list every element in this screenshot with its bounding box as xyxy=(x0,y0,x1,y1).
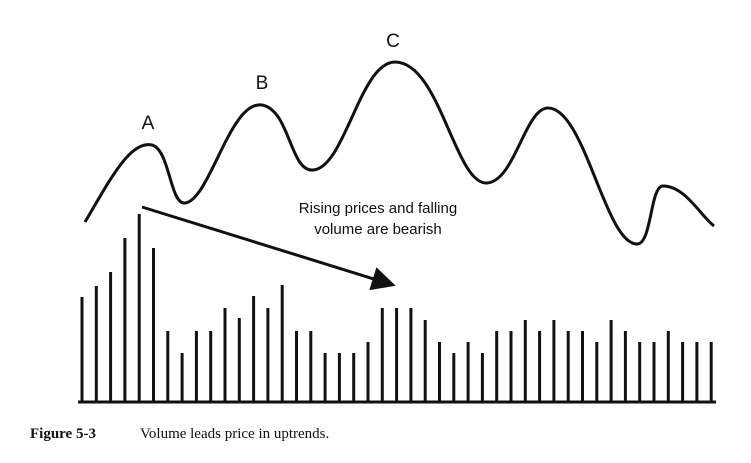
volume-bars xyxy=(80,214,713,402)
arrow xyxy=(141,205,396,291)
label-b: B xyxy=(256,73,269,94)
caption-number: Figure 5-3 xyxy=(30,426,96,442)
annotation-line: Rising prices and falling xyxy=(299,200,457,217)
label-a: A xyxy=(142,113,155,134)
label-c: C xyxy=(386,31,400,52)
price-curve xyxy=(83,60,715,246)
annotation-line: volume are bearish xyxy=(314,221,442,238)
caption-text: Volume leads price in uptrends. xyxy=(140,426,329,442)
